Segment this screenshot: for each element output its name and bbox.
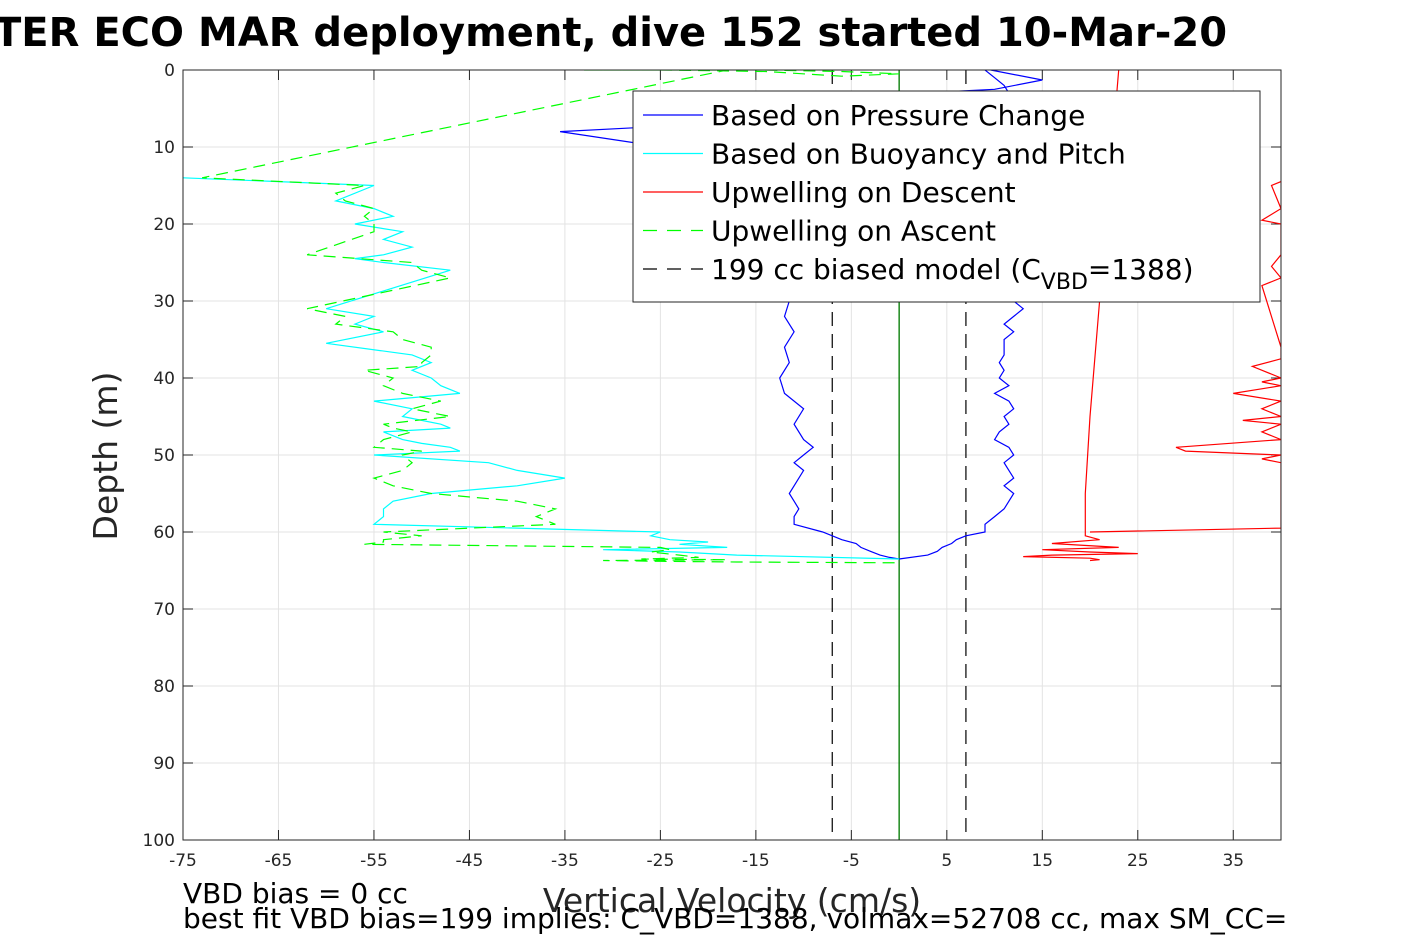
- y-tick-label: 50: [153, 446, 175, 466]
- series-line: [201, 70, 900, 564]
- footnote-best-fit: best fit VBD bias=199 implies: C_VBD=138…: [183, 902, 1287, 935]
- plot-frame: [182, 69, 1282, 841]
- legend-label: Based on Pressure Change: [711, 99, 1085, 132]
- x-tick-label: -25: [647, 851, 675, 871]
- x-tick-label: -75: [169, 851, 197, 871]
- y-tick-label: 20: [153, 215, 175, 235]
- legend-label: Upwelling on Descent: [711, 176, 1016, 209]
- y-tick-label: 0: [164, 61, 175, 81]
- x-axis-label: Vertical Velocity (cm/s): [543, 881, 921, 920]
- y-axis-label: Depth (m): [86, 372, 125, 541]
- y-tick-label: 100: [143, 831, 175, 851]
- y-tick-label: 80: [153, 677, 175, 697]
- legend-box: [632, 90, 1261, 303]
- y-tick-label: 70: [153, 600, 175, 620]
- x-tick-label: 15: [1031, 851, 1053, 871]
- legend-label: Based on Buoyancy and Pitch: [711, 138, 1126, 171]
- x-tick-label: -15: [742, 851, 770, 871]
- series-line: [1089, 181, 1281, 533]
- y-tick-label: 60: [153, 523, 175, 543]
- y-axis-ticks: 0 10 20 30 40 50 60 70 80 90 100: [143, 61, 1281, 851]
- x-tick-label: -35: [551, 851, 579, 871]
- y-tick-label: 90: [153, 754, 175, 774]
- x-axis-ticks: -75 -65 -55 -45 -35 -25 -15 -5 5 15 25 35: [169, 70, 1244, 871]
- y-tick-label: 10: [153, 138, 175, 158]
- y-tick-label: 40: [153, 369, 175, 389]
- series-line: [1023, 70, 1138, 562]
- legend: Based on Pressure Change Based on Buoyanc…: [632, 90, 1261, 303]
- x-tick-label: 25: [1127, 851, 1149, 871]
- x-tick-label: -5: [843, 851, 860, 871]
- legend-label: Upwelling on Ascent: [711, 215, 996, 248]
- data-series: [183, 70, 1281, 564]
- x-tick-label: 35: [1222, 851, 1244, 871]
- chart-title: TER ECO MAR deployment, dive 152 started…: [0, 10, 1227, 56]
- footnote-vbd-bias: VBD bias = 0 cc: [183, 877, 408, 910]
- x-tick-label: -55: [360, 851, 388, 871]
- x-tick-label: -65: [265, 851, 293, 871]
- x-tick-label: 5: [941, 851, 952, 871]
- y-tick-label: 30: [153, 292, 175, 312]
- x-tick-label: -45: [456, 851, 484, 871]
